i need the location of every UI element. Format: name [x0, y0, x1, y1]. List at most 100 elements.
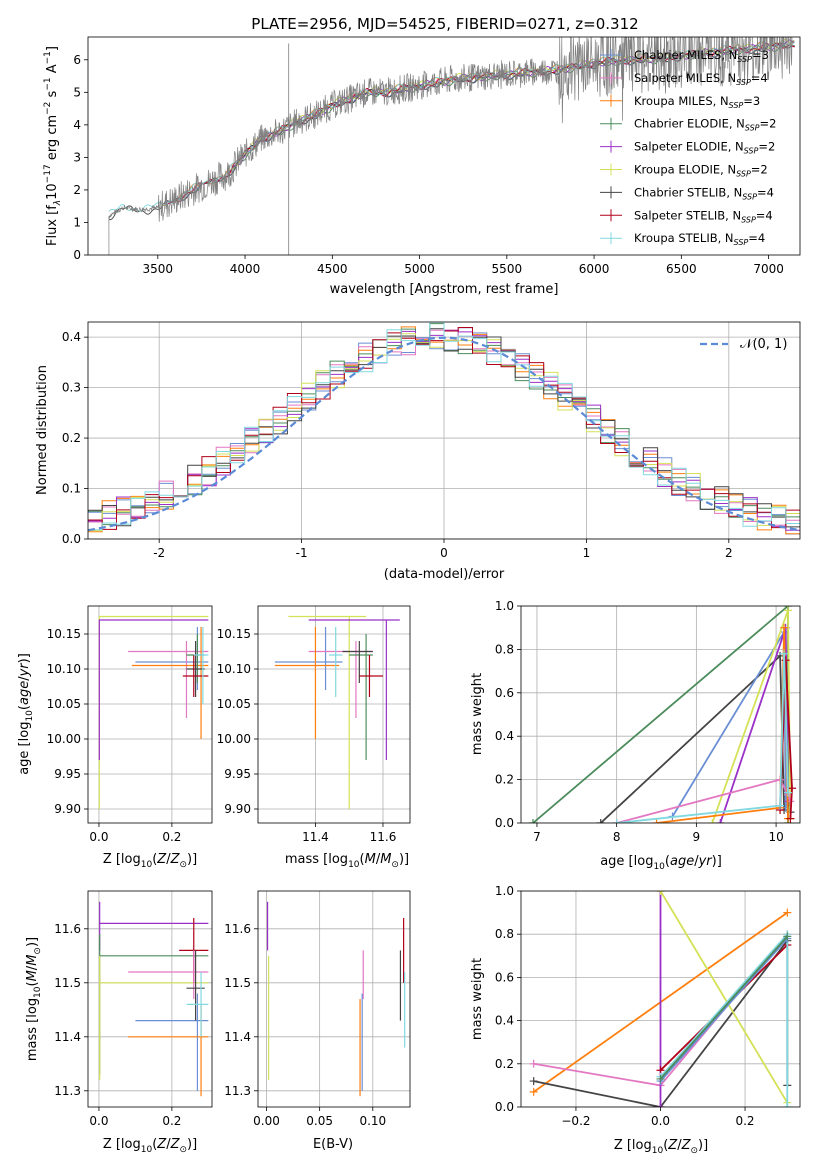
weight-marker: [656, 1103, 665, 1107]
panel-age_vs_Z: 0.0 0.2 9.90 9.95 10.00 10.05 10.10 10.15 Z [log…: [17, 605, 213, 870]
y-tick-label: 1: [73, 215, 81, 229]
y-axis-label: mass [log10(M/M⊙)]: [25, 937, 43, 1061]
data-point: [182, 655, 209, 697]
label-part: Z: [681, 1138, 692, 1153]
x-tick-label: −0.2: [561, 1114, 590, 1128]
label-part: )]: [17, 653, 32, 663]
label-part: )]: [25, 937, 40, 947]
plot-area: [88, 322, 800, 539]
y-axis-label: Flux [fλ10−17 erg cm−2 s−1 A−1]: [43, 46, 63, 246]
label-part: ⊙: [690, 1146, 698, 1156]
legend-entry: Chabrier MILES, NSSP=3: [634, 48, 769, 64]
legend-sub: SSP: [741, 215, 756, 224]
plot-area: [521, 606, 800, 823]
plot-area: [521, 891, 800, 1107]
axes-frame: [87, 605, 213, 824]
y-tick-label: 11.5: [54, 976, 81, 990]
data-point: [274, 627, 340, 739]
label-part: (: [152, 1137, 157, 1152]
y-tick-label: 11.6: [54, 922, 81, 936]
data-point: [288, 615, 367, 809]
label-part: (: [665, 854, 670, 869]
weight-marker: [529, 1059, 538, 1068]
label-part: )]: [187, 1137, 197, 1152]
weight-marker: [528, 819, 537, 823]
label-part: (: [25, 981, 40, 986]
weight-marker: [783, 1103, 792, 1107]
data-point: [328, 627, 343, 697]
weight-marker: [652, 819, 661, 823]
label-part: )]: [399, 852, 409, 867]
plot-area: [88, 606, 212, 823]
label-part: (: [17, 705, 32, 710]
legend-name: Chabrier MILES, N: [634, 48, 737, 62]
axes-frame: [87, 321, 801, 540]
label-part: 10: [141, 1145, 153, 1155]
x-tick-label: 6500: [666, 262, 697, 276]
panel-mass_vs_EBV: 0.00 0.05 0.10 11.3 11.4 11.5 11.6 E(B-V): [224, 890, 411, 1152]
x-tick-label: 1: [583, 546, 591, 560]
x-tick-label: 7000: [753, 262, 784, 276]
label-part: Z: [667, 1138, 678, 1153]
legend-entry: Kroupa MILES, NSSP=3: [634, 94, 760, 110]
label-part: M: [380, 852, 391, 867]
axes-frame: [257, 890, 411, 1108]
y-tick-label: 11.3: [224, 1084, 251, 1098]
y-tick-label: 11.6: [224, 922, 251, 936]
data-spectrum: [108, 37, 793, 255]
label-part: (: [360, 852, 365, 867]
panel-spectrum: 3500 4000 4500 5000 5500 6000 6500 7000 0 1 2 3 4 5 6 w…: [43, 36, 801, 297]
legend-entry: Kroupa ELODIE, NSSP=2: [634, 163, 768, 179]
y-label-part: 10: [45, 183, 60, 200]
y-label-part: −1: [43, 77, 53, 90]
y-tick-label: 0.6: [495, 970, 514, 984]
data-point: [98, 901, 209, 951]
x-tick-label: -1: [296, 546, 308, 560]
weight-marker: [716, 819, 725, 823]
legend-name: Chabrier ELODIE, N: [634, 117, 745, 131]
x-tick-label: 2: [725, 546, 733, 560]
y-axis-label: mass weight: [470, 673, 485, 755]
y-tick-label: 0.3: [62, 381, 81, 395]
x-tick-label: -2: [153, 546, 165, 560]
y-label-part: −1: [43, 51, 53, 64]
x-tick-label: 0.0: [89, 830, 108, 844]
panel-mass_vs_Z: 0.0 0.211.311.411.511.6Z [log10(Z/Z⊙)]mas…: [25, 890, 213, 1155]
x-tick-label: 11.6: [370, 830, 397, 844]
x-axis-label: E(B-V): [313, 1137, 353, 1152]
x-tick-label: 3500: [143, 262, 174, 276]
y-tick-label: 9.90: [224, 802, 251, 816]
y-label-part: erg cm: [45, 115, 60, 164]
x-axis-label: Z [log10(Z/Z⊙)]: [614, 1138, 708, 1156]
weight-marker: [780, 649, 789, 658]
label-part: /: [166, 852, 171, 867]
label-part: ⊙: [391, 860, 399, 870]
data-point: [128, 950, 209, 999]
y-tick-label: 10.05: [47, 697, 81, 711]
y-label-part: Flux [f: [45, 205, 60, 246]
y-tick-label: 10.10: [217, 662, 251, 676]
histogram-step: [88, 322, 800, 531]
x-axis-label: Z [log10(Z/Z⊙)]: [103, 1137, 197, 1155]
y-tick-label: 10.15: [47, 627, 81, 641]
label-part: 10: [653, 862, 665, 872]
y-tick-label: 11.3: [54, 1084, 81, 1098]
y-tick-label: 10.00: [217, 732, 251, 746]
weight-line: [616, 653, 789, 823]
data-point: [128, 641, 209, 718]
legend-tail: =2: [758, 140, 775, 154]
y-tick-label: 0.2: [495, 1057, 514, 1071]
legend-name: Salpeter ELODIE, N: [634, 140, 744, 154]
axes-frame: [520, 605, 801, 824]
y-tick-label: 5: [73, 85, 81, 99]
y-tick-label: 10.05: [217, 697, 251, 711]
plot-area: [108, 37, 796, 255]
label-part: mass [log: [25, 998, 40, 1061]
normal-curve: [88, 336, 800, 532]
y-tick-label: 1.0: [495, 884, 514, 898]
data-point: [135, 993, 209, 1091]
label-part: 10: [25, 710, 35, 722]
y-label-part: λ: [53, 200, 63, 206]
label-part: ⊙: [33, 947, 43, 955]
